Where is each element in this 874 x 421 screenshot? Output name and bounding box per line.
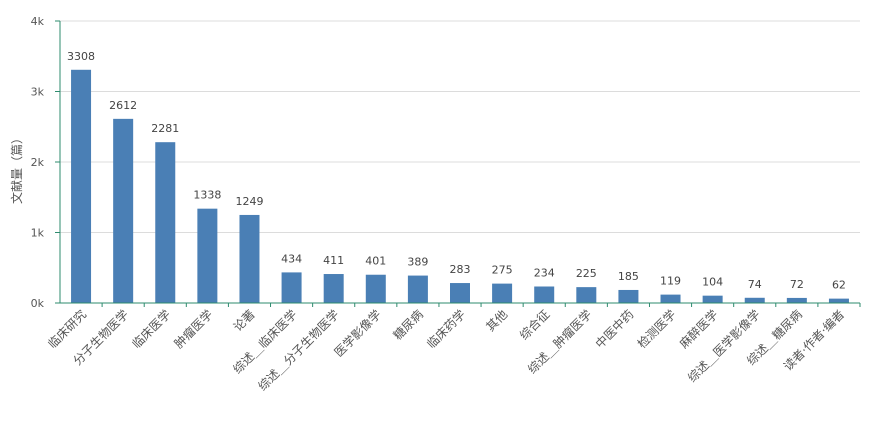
x-tick-label: 综述＿分子生物医学 [255, 307, 342, 394]
data-labels: 3308 2612 2281 1338 1249 434 411 401 389 283 275 23… [67, 50, 846, 292]
x-tick-label: 临床医学 [129, 307, 174, 352]
bar[interactable] [618, 289, 639, 303]
x-tick-label: 综述＿医学影像学 [684, 307, 762, 385]
x-tick-label: 检测医学 [634, 307, 679, 352]
bar-value-label: 2281 [151, 122, 179, 135]
bar[interactable] [786, 297, 807, 303]
bar-value-label: 283 [450, 263, 471, 276]
bar-value-label: 411 [323, 254, 344, 267]
bar-value-label: 1249 [235, 195, 263, 208]
y-axis-label: 文献量（篇） [9, 132, 24, 204]
bar[interactable] [828, 298, 849, 303]
x-tick-label: 麻醉医学 [676, 307, 721, 352]
bar[interactable] [239, 214, 260, 303]
bar[interactable] [450, 283, 470, 303]
bar-value-label: 3308 [67, 50, 95, 63]
bar[interactable] [534, 286, 555, 303]
bar[interactable] [407, 275, 428, 303]
bar-value-label: 234 [534, 267, 555, 280]
bar-value-label: 389 [407, 256, 428, 269]
y-tick-label: 3k [31, 86, 45, 99]
y-tick-label: 2k [31, 156, 45, 169]
x-tick-label: 论著 [231, 307, 258, 334]
x-tick-label: 中医中药 [592, 307, 637, 352]
bar-value-label: 401 [365, 255, 386, 268]
x-tick-label: 临床研究 [45, 307, 90, 352]
bar[interactable] [197, 208, 218, 303]
bar[interactable] [281, 272, 302, 303]
bar-value-label: 434 [281, 252, 302, 265]
x-tick-label: 其他 [483, 307, 510, 334]
y-tick-label: 4k [31, 15, 45, 28]
grid-lines [60, 20, 860, 233]
x-tick-label: 综合征 [516, 307, 552, 343]
bar[interactable] [744, 297, 765, 303]
bar-value-label: 1338 [193, 189, 221, 202]
bar[interactable] [365, 274, 386, 303]
bar-value-label: 119 [660, 275, 681, 288]
x-tick-label: 糖尿病 [390, 307, 426, 343]
bar[interactable] [71, 69, 92, 303]
bar-value-label: 2612 [109, 99, 137, 112]
bar[interactable] [323, 274, 344, 303]
bar[interactable] [702, 295, 723, 303]
bar-value-label: 225 [576, 267, 597, 280]
bar[interactable] [660, 294, 681, 303]
bar-value-label: 104 [702, 276, 723, 289]
y-tick-label: 1k [31, 227, 45, 240]
bar[interactable] [492, 283, 513, 303]
bar-value-label: 185 [618, 270, 639, 283]
x-tick-label: 肿瘤医学 [171, 307, 216, 352]
bar-value-label: 62 [832, 279, 846, 292]
bar-value-label: 72 [790, 278, 804, 291]
x-tick-label: 临床药学 [424, 307, 469, 352]
bar[interactable] [155, 142, 176, 303]
bar[interactable] [576, 287, 597, 303]
y-tick-label: 0k [31, 297, 45, 310]
bars [71, 69, 849, 303]
bar[interactable] [113, 118, 134, 303]
bar-value-label: 275 [492, 264, 513, 277]
bar-value-label: 74 [748, 278, 762, 291]
y-axis-ticks: 0k 1k 2k 3k 4k [31, 15, 60, 310]
